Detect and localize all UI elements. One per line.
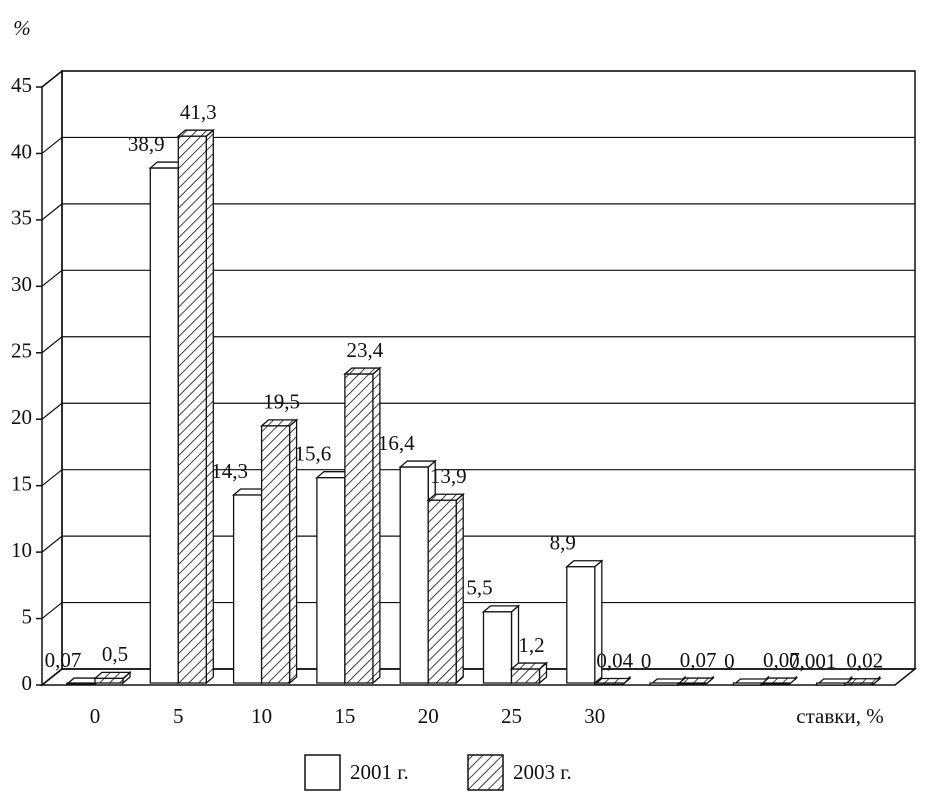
bar: [593, 675, 632, 686]
value-label: 0,02: [846, 649, 883, 673]
y-tick-label: 0: [22, 671, 33, 695]
value-label: 5,5: [466, 576, 492, 600]
bar-face: [427, 499, 457, 684]
value-label: 0,07: [45, 648, 82, 672]
value-label: 8,9: [550, 531, 576, 555]
y-tick-label: 20: [11, 405, 32, 429]
value-label: 14,3: [211, 459, 248, 483]
bar-face: [316, 477, 346, 684]
value-label: 19,5: [263, 390, 300, 414]
value-label: 0: [641, 649, 652, 673]
x-tick-label: 15: [334, 704, 355, 728]
grid-line: [41, 203, 915, 221]
bar: [426, 492, 465, 685]
y-tick-label: 10: [11, 538, 32, 562]
bar-face: [677, 682, 707, 685]
bar-face: [760, 682, 791, 685]
bar: [565, 559, 604, 685]
y-tick-label: 35: [11, 206, 32, 230]
side-wall: [41, 69, 63, 687]
bar-face: [259, 419, 299, 427]
y-tick-label: 5: [22, 604, 33, 628]
bar-face: [399, 466, 429, 684]
grid-line: [41, 269, 915, 287]
y-tick-label: 15: [11, 471, 32, 495]
x-tick-label: 25: [501, 704, 522, 728]
grid-line: [41, 402, 915, 420]
y-axis-label: %: [13, 16, 31, 40]
bar: [759, 675, 799, 686]
bar-face: [205, 128, 214, 685]
bar: [842, 675, 882, 687]
bar-face: [93, 671, 132, 680]
y-tick-label: 40: [11, 139, 32, 163]
value-label: 38,9: [128, 132, 165, 156]
value-label: 0: [724, 649, 735, 673]
bar-face: [372, 366, 381, 685]
bar-face: [177, 135, 207, 684]
value-label: 15,6: [295, 442, 332, 466]
value-label: 41,3: [180, 100, 217, 124]
legend-swatch: [467, 754, 504, 791]
bar-face: [565, 560, 604, 568]
bar: [509, 661, 549, 685]
bar: [343, 366, 382, 685]
bar: [676, 675, 715, 686]
bar-face: [66, 682, 96, 685]
x-axis-label: ставки, %: [796, 704, 883, 728]
bar-face: [816, 682, 846, 686]
grid-line: [41, 136, 915, 154]
legend-swatch: [304, 754, 341, 791]
legend-label: 2001 г.: [350, 760, 409, 784]
x-tick-label: 10: [251, 704, 272, 728]
y-tick-label: 25: [11, 339, 32, 363]
x-tick-label: 5: [173, 704, 184, 728]
bar-face: [482, 611, 513, 684]
bar-face: [343, 367, 382, 375]
value-label: 0,04: [596, 648, 633, 672]
grid-line: [41, 535, 915, 553]
bar-face: [176, 129, 216, 137]
bar-face: [509, 662, 549, 670]
y-tick-label: 45: [11, 73, 32, 97]
grid-line: [41, 336, 915, 354]
x-tick-label: 30: [584, 704, 605, 728]
bar-face: [594, 682, 624, 686]
bar: [93, 670, 132, 685]
bar: [176, 128, 216, 685]
bar-face: [844, 682, 874, 686]
bar: [259, 418, 299, 685]
bar-face: [732, 682, 763, 686]
grid-line: [41, 469, 915, 487]
bar-face: [481, 605, 521, 613]
x-tick-label: 20: [418, 704, 439, 728]
bar-face: [232, 494, 263, 684]
grid-line: [41, 70, 915, 88]
value-label: 16,4: [378, 431, 415, 455]
bar-face: [260, 425, 291, 684]
bar-face: [649, 682, 679, 686]
grid-line: [41, 668, 915, 686]
bar-face: [426, 493, 465, 501]
value-label: 0,001: [789, 649, 836, 673]
bar-face: [566, 566, 596, 684]
value-label: 1,2: [518, 633, 544, 657]
legend-label: 2003 г.: [513, 760, 572, 784]
x-tick-label: 0: [90, 704, 101, 728]
bar-face: [94, 677, 124, 684]
value-label: 0,07: [763, 648, 800, 672]
grid-line: [41, 601, 915, 620]
bar-face: [510, 668, 541, 684]
bar-face: [455, 492, 464, 685]
value-label: 0,07: [680, 648, 717, 672]
value-label: 0,5: [102, 642, 128, 666]
value-label: 23,4: [347, 338, 384, 362]
bar-face: [344, 373, 374, 684]
value-label: 13,9: [430, 464, 467, 488]
bar-face: [149, 167, 179, 684]
y-tick-label: 30: [11, 272, 32, 296]
